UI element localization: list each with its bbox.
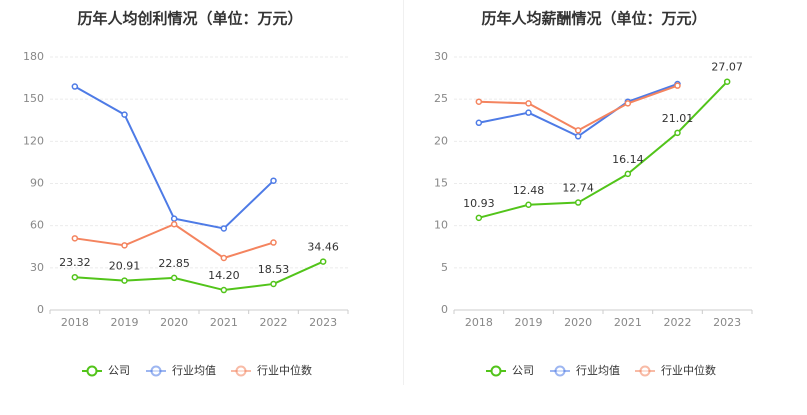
- legend-swatch-marker: [86, 365, 98, 377]
- data-label: 22.85: [158, 257, 190, 270]
- legend-swatch-marker: [150, 365, 162, 377]
- y-tick-label: 10: [434, 219, 448, 232]
- industry-average-point: [220, 225, 228, 232]
- industry-average-point: [71, 83, 79, 90]
- legend-label: 行业均值: [576, 364, 620, 377]
- legend-item-industry-average: 行业均值: [146, 364, 216, 377]
- company-point: [475, 214, 483, 222]
- chart-title: 历年人均薪酬情况（单位：万元）: [481, 10, 706, 28]
- data-label: 34.46: [307, 241, 339, 254]
- industry-average-point: [475, 119, 483, 127]
- data-label: 16.14: [612, 153, 644, 166]
- industry-median-point: [71, 235, 79, 242]
- y-tick-label: 120: [23, 134, 44, 147]
- y-tick-label: 25: [434, 92, 448, 105]
- industry-median-point: [475, 98, 483, 105]
- industry-average-point: [574, 133, 582, 140]
- y-tick-label: 0: [441, 303, 448, 316]
- industry-median-point: [121, 242, 128, 249]
- company-point: [525, 201, 532, 209]
- legend-label: 行业均值: [172, 364, 216, 377]
- legend: 公司 行业均值 行业中位数: [82, 363, 312, 377]
- data-label: 14.20: [208, 269, 240, 282]
- data-label: 20.91: [109, 260, 141, 273]
- company-point: [270, 280, 277, 288]
- legend-item-company: 公司: [486, 364, 534, 377]
- legend-swatch-marker: [554, 365, 566, 377]
- y-tick-label: 60: [30, 219, 44, 232]
- y-tick-label: 180: [23, 50, 44, 63]
- x-tick-label: 2022: [664, 316, 692, 329]
- industry-median-point: [624, 100, 632, 107]
- industry-median-point: [674, 82, 681, 89]
- y-tick-label: 150: [23, 92, 44, 105]
- data-label: 18.53: [258, 263, 290, 276]
- industry-average-point: [170, 215, 178, 222]
- y-tick-label: 90: [30, 177, 44, 190]
- company-point: [574, 199, 582, 206]
- data-label: 12.48: [513, 184, 545, 197]
- legend-item-industry-median: 行业中位数: [231, 363, 312, 377]
- industry-average-point: [121, 111, 128, 118]
- legend-label: 公司: [108, 364, 130, 377]
- y-tick-label: 5: [441, 261, 448, 274]
- profit-per-capita-chart: 历年人均创利情况（单位：万元） 0 30 60 90 120 150 180 2018 2019 2…: [23, 10, 349, 377]
- industry-median-line: [74, 223, 274, 260]
- x-tick-label: 2023: [713, 316, 741, 329]
- company-line: [478, 81, 728, 219]
- industry-average-point: [270, 177, 277, 184]
- company-point: [723, 78, 731, 85]
- company-point: [170, 274, 178, 282]
- industry-median-point: [574, 127, 582, 134]
- industry-median-point: [525, 100, 532, 107]
- legend-swatch-marker: [235, 365, 247, 377]
- y-tick-label: 30: [30, 261, 44, 274]
- legend-swatch-marker: [639, 365, 651, 377]
- legend-label: 行业中位数: [661, 363, 716, 377]
- x-tick-label: 2023: [309, 316, 337, 329]
- data-label: 27.07: [711, 61, 743, 74]
- company-point: [71, 273, 79, 281]
- data-label: 10.93: [463, 197, 495, 210]
- salary-per-capita-chart: 历年人均薪酬情况（单位：万元） 0 5 10 15 20 25 30 2018 2019 2020 2…: [434, 10, 753, 377]
- x-tick-label: 2021: [614, 316, 642, 329]
- legend-item-industry-median: 行业中位数: [635, 363, 716, 377]
- x-tick-label: 2022: [260, 316, 288, 329]
- legend-label: 行业中位数: [257, 363, 312, 377]
- x-tick-label: 2019: [515, 316, 543, 329]
- legend-item-company: 公司: [82, 364, 130, 377]
- y-tick-label: 0: [37, 303, 44, 316]
- x-tick-label: 2018: [465, 316, 493, 329]
- industry-median-point: [170, 221, 178, 228]
- industry-average-point: [525, 109, 532, 116]
- data-label: 12.74: [562, 182, 594, 195]
- x-tick-label: 2021: [210, 316, 238, 329]
- company-line: [74, 260, 324, 292]
- company-point: [624, 170, 632, 178]
- x-tick-label: 2020: [160, 316, 188, 329]
- company-point: [674, 129, 681, 137]
- company-point: [319, 258, 327, 265]
- data-label: 21.01: [662, 112, 694, 125]
- industry-median-point: [220, 254, 228, 262]
- company-point: [121, 277, 128, 284]
- panel-divider: [403, 0, 404, 385]
- x-tick-label: 2019: [111, 316, 139, 329]
- x-tick-label: 2018: [61, 316, 89, 329]
- y-tick-label: 30: [434, 50, 448, 63]
- company-point: [220, 286, 228, 294]
- data-label: 23.32: [59, 256, 91, 269]
- industry-median-line: [478, 84, 678, 132]
- legend-swatch-marker: [490, 365, 502, 377]
- chart-title: 历年人均创利情况（单位：万元）: [77, 10, 302, 28]
- y-tick-label: 15: [434, 177, 448, 190]
- x-tick-label: 2020: [564, 316, 592, 329]
- legend: 公司 行业均值 行业中位数: [486, 363, 716, 377]
- y-tick-label: 20: [434, 134, 448, 147]
- industry-median-point: [270, 239, 277, 246]
- legend-item-industry-average: 行业均值: [550, 364, 620, 377]
- industry-average-line: [74, 85, 275, 230]
- legend-label: 公司: [512, 364, 534, 377]
